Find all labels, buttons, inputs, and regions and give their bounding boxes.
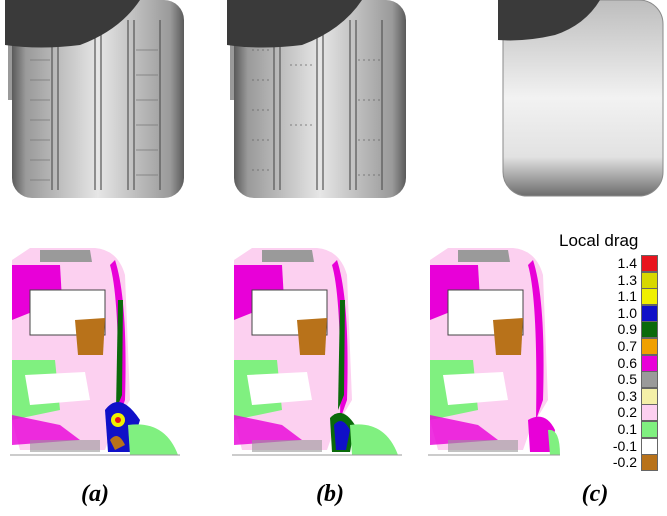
legend-value: 1.1	[617, 288, 637, 305]
legend-value: -0.1	[612, 437, 637, 454]
panel-label-b: (b)	[316, 481, 344, 507]
legend-swatch	[641, 338, 658, 355]
legend-title: Local drag	[559, 231, 639, 250]
legend-value: 1.4	[617, 255, 637, 271]
panel-label-c: (c)	[581, 481, 609, 507]
legend-value: 0.5	[617, 371, 637, 388]
legend-swatch	[641, 421, 658, 438]
legend-swatch	[641, 387, 658, 405]
contour-map-a	[10, 243, 180, 458]
legend-value: 0.2	[617, 404, 637, 421]
tire-render-a	[5, 0, 184, 198]
legend-value: 0.7	[617, 338, 637, 354]
legend-swatch	[641, 288, 658, 306]
panel-label-a: (a)	[81, 481, 109, 507]
legend-swatch	[641, 371, 658, 389]
legend-swatch	[641, 321, 658, 339]
legend-value: -0.2	[612, 454, 637, 471]
legend-swatch	[641, 354, 658, 372]
legend-swatch	[641, 271, 658, 289]
legend-value: 0.1	[617, 421, 637, 437]
legend-value: 0.6	[617, 354, 637, 371]
contour-map-b	[232, 243, 402, 458]
legend-value: 1.3	[617, 271, 637, 288]
contour-map-c	[428, 243, 560, 458]
legend-swatch	[641, 437, 658, 455]
legend-swatch	[641, 404, 658, 422]
legend-swatch	[641, 304, 658, 322]
tire-render-b	[227, 0, 406, 198]
legend-swatch	[641, 255, 658, 272]
legend-value: 1.0	[617, 304, 637, 321]
legend-value: 0.3	[617, 387, 637, 404]
legend-swatch	[641, 454, 658, 472]
tire-render-c	[498, 0, 664, 197]
legend-value: 0.9	[617, 321, 637, 338]
